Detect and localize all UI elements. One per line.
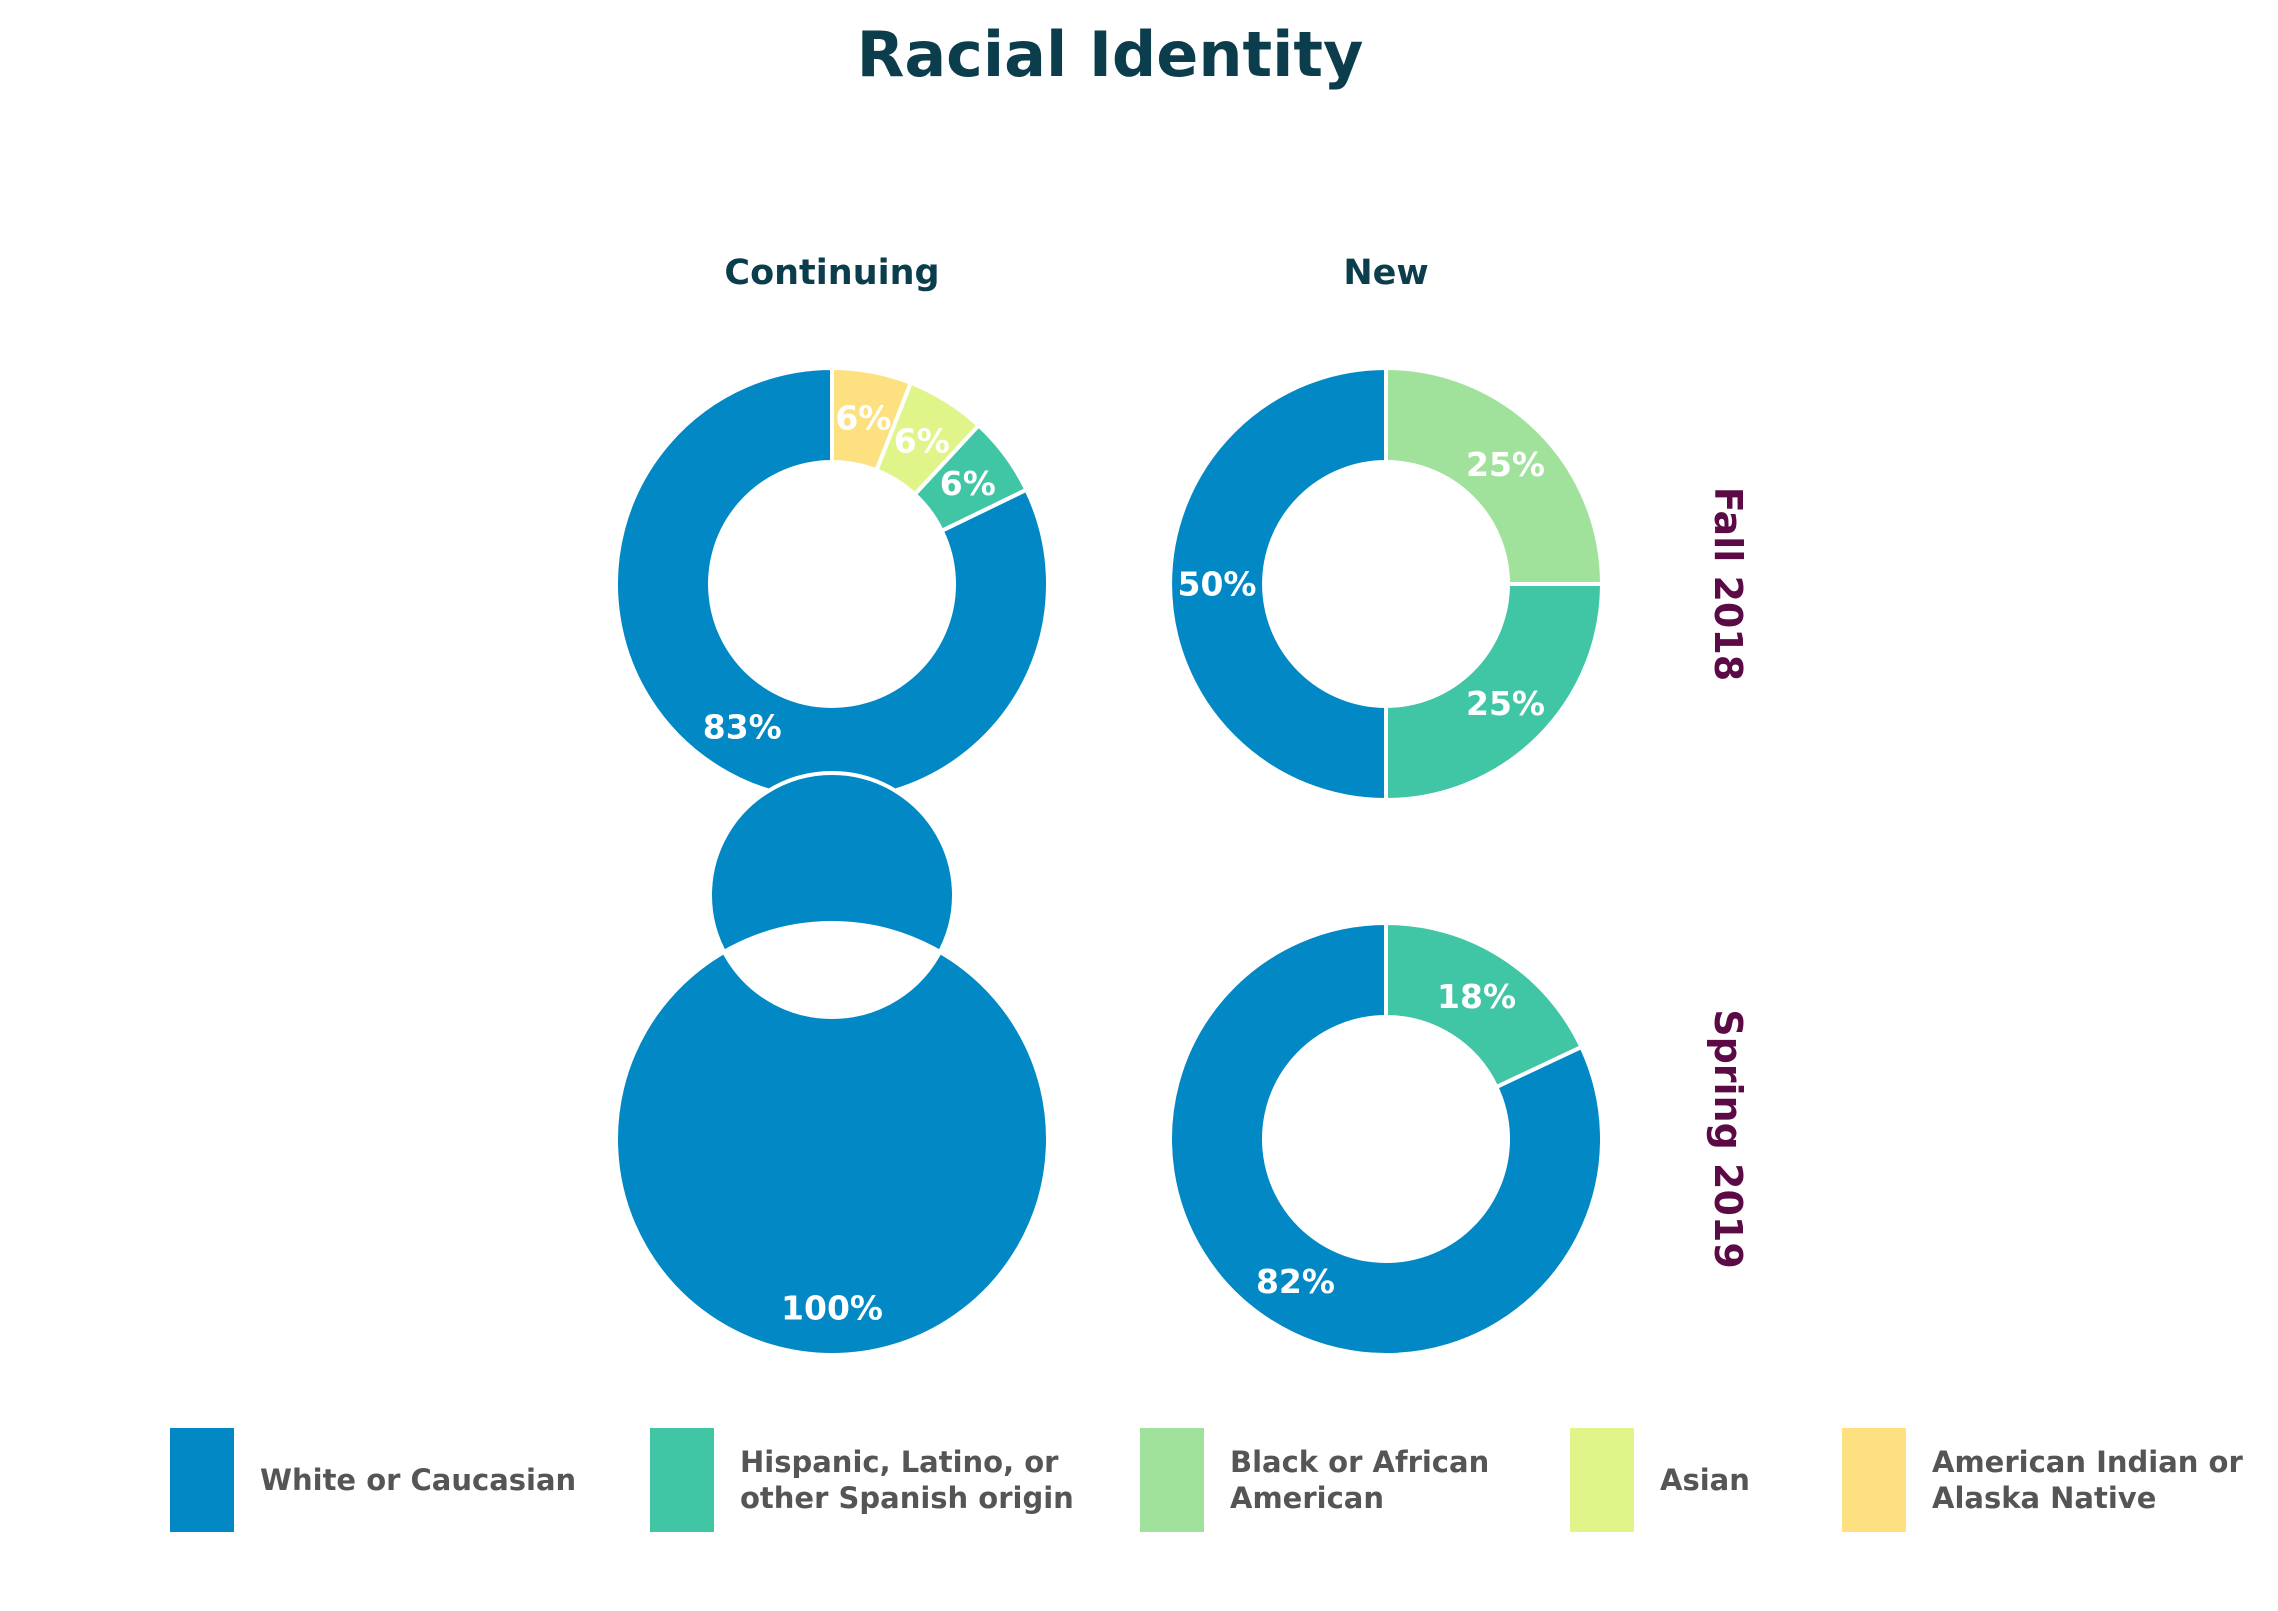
legend: White or Caucasian Hispanic, Latino, orot…	[170, 1428, 2243, 1532]
legend-label: other Spanish origin	[740, 1481, 1074, 1515]
slice-label-hispanic-latino-or-other-spanish-origin: 25%	[1466, 684, 1545, 723]
legend-swatch	[1140, 1428, 1204, 1532]
legend-label: Hispanic, Latino, or	[740, 1445, 1059, 1479]
legend-label: American	[1230, 1481, 1384, 1515]
donut-slice-white-or-caucasian	[1168, 365, 1388, 803]
legend-label: American Indian or	[1932, 1445, 2243, 1479]
legend-label: Alaska Native	[1932, 1481, 2156, 1515]
column-heading-continuing: Continuing	[724, 253, 939, 293]
legend-item-asian: Asian	[1570, 1428, 1750, 1532]
slice-label-asian: 6%	[894, 421, 950, 460]
slice-label-black-or-african-american: 25%	[1466, 445, 1545, 484]
legend-label: Black or African	[1230, 1445, 1489, 1479]
slice-label-american-indian-or-alaska-native: 6%	[835, 398, 891, 437]
row-heading-spring-2019: Spring 2019	[1706, 1009, 1750, 1269]
donut-continuing-spring-2019: 100%	[614, 771, 1050, 1357]
donut-slice-black-or-african-american	[1384, 365, 1605, 586]
donut-slice-white-or-caucasian	[614, 365, 1050, 802]
legend-swatch	[650, 1428, 714, 1532]
slice-label-hispanic-latino-or-other-spanish-origin: 6%	[940, 464, 996, 503]
legend-item-white-or-caucasian: White or Caucasian	[170, 1428, 576, 1532]
legend-label: Asian	[1660, 1463, 1750, 1497]
donut-new-spring-2019: 18% 82%	[1168, 920, 1604, 1357]
donut-chart-grid: 6%6%6%83%25%25%50%100%18%82%	[614, 365, 1605, 1357]
donut-continuing-fall-2018: 6%6%6%83%	[614, 365, 1050, 802]
donut-slice-hispanic-latino-or-other-spanish-origin	[1384, 920, 1585, 1090]
donut-slice-hispanic-latino-or-other-spanish-origin	[1384, 582, 1605, 803]
slice-label-white-or-caucasian: 50%	[1178, 565, 1257, 604]
slice-label-white-or-caucasian: 100%	[781, 1289, 883, 1328]
chart-title: Racial Identity	[857, 18, 1364, 91]
legend-swatch	[1570, 1428, 1634, 1532]
slice-label-hispanic-latino-or-other-spanish-origin: 18%	[1437, 977, 1516, 1016]
legend-swatch	[1842, 1428, 1906, 1532]
column-heading-new: New	[1343, 253, 1428, 293]
donut-new-fall-2018: 25% 25% 50%	[1168, 365, 1605, 803]
slice-label-white-or-caucasian: 83%	[703, 708, 782, 747]
slice-label-white-or-caucasian: 82%	[1256, 1262, 1335, 1301]
donut-slice-white-or-caucasian	[614, 771, 1050, 1357]
row-heading-fall-2018: Fall 2018	[1706, 487, 1750, 681]
legend-label: White or Caucasian	[260, 1463, 576, 1497]
donut-slice-white-or-caucasian	[1168, 920, 1604, 1357]
legend-swatch	[170, 1428, 234, 1532]
